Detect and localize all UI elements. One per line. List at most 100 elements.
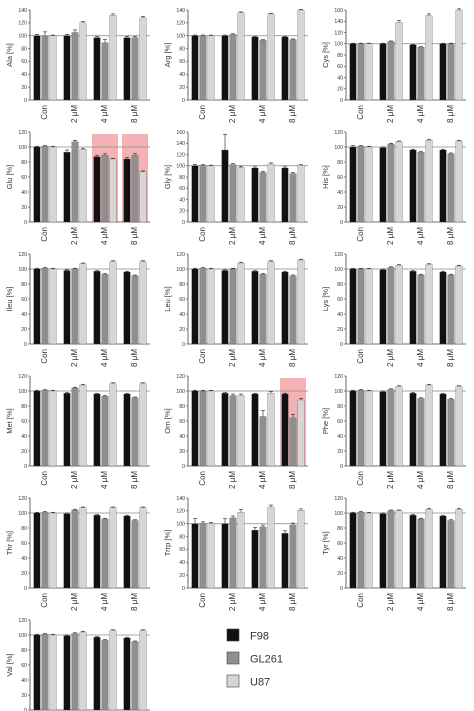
bar-f98-0 [191,390,199,467]
y-tick-label: 80 [179,282,185,288]
y-tick-label: 120 [334,252,343,258]
bar-gl261-0 [41,390,49,467]
bar-u87-1 [237,395,245,467]
y-tick-label: 20 [179,85,185,91]
y-tick-label: 120 [18,496,27,502]
bar-f98-3 [439,43,447,101]
bar-gl261-3 [447,399,455,467]
bar-gl261-3 [289,275,297,345]
x-tick-label: 8 μM [288,105,297,123]
bar-f98-1 [221,523,229,589]
y-tick-label: 20 [179,327,185,333]
y-tick-label: 60 [179,419,185,425]
bar-gl261-1 [229,517,237,589]
bar-gl261-3 [289,417,297,467]
x-tick-label: Con [198,471,207,486]
x-tick-label: 4 μM [100,471,109,489]
x-tick-label: 2 μM [386,349,395,367]
y-tick-label: 40 [179,197,185,203]
y-tick-label: 80 [337,160,343,166]
bar-u87-0 [49,268,57,345]
y-tick-label: 60 [21,663,27,669]
y-tick-label: 60 [179,186,185,192]
bar-f98-1 [379,269,387,345]
bar-u87-1 [79,149,87,223]
x-tick-label: 8 μM [446,105,455,123]
y-tick-label: 100 [334,267,343,273]
bar-f98-3 [439,515,447,589]
y-tick-label: 20 [21,693,27,699]
y-tick-label: 20 [337,571,343,577]
x-tick-label: Con [198,593,207,608]
y-tick-label: 80 [21,648,27,654]
y-tick-label: 120 [176,21,185,27]
y-axis-label: Trrp [%] [163,530,172,556]
bar-gl261-3 [131,641,139,711]
bar-gl261-1 [387,143,395,223]
y-axis-label: Gly [%] [163,165,172,189]
bar-gl261-0 [199,390,207,467]
bar-gl261-0 [199,35,207,101]
y-tick-label: 20 [337,205,343,211]
bar-f98-2 [251,36,259,101]
bar-f98-2 [409,44,417,101]
bar-f98-3 [123,515,131,589]
bar-gl261-2 [259,526,267,589]
bar-u87-3 [139,261,147,345]
y-tick-label: 120 [334,374,343,380]
bar-u87-0 [207,165,215,223]
bar-gl261-0 [357,146,365,223]
bar-gl261-2 [417,398,425,467]
bar-f98-3 [281,393,289,467]
bar-gl261-0 [357,390,365,467]
bar-f98-3 [123,637,131,711]
bar-f98-2 [93,156,101,223]
bar-u87-1 [395,141,403,223]
bar-gl261-0 [199,268,207,345]
bar-f98-3 [281,36,289,101]
y-tick-label: 80 [337,404,343,410]
bar-u87-3 [139,383,147,467]
y-tick-label: 40 [21,72,27,78]
y-axis-label: Phe [%] [321,408,330,434]
bar-f98-1 [379,147,387,223]
bar-u87-3 [297,259,305,345]
y-axis-label: His [%] [321,165,330,189]
y-tick-label: 20 [337,449,343,455]
bar-gl261-2 [417,518,425,589]
bar-f98-1 [379,391,387,467]
bar-gl261-3 [447,274,455,345]
bar-f98-2 [251,167,259,223]
bar-gl261-1 [387,389,395,467]
bar-gl261-1 [229,34,237,101]
y-tick-label: 40 [179,434,185,440]
y-tick-label: 100 [176,522,185,528]
bar-u87-3 [297,399,305,467]
bar-f98-0 [349,146,357,223]
y-tick-label: 160 [334,8,343,14]
bar-u87-0 [207,390,215,467]
x-tick-label: 4 μM [100,105,109,123]
y-tick-label: 100 [18,34,27,40]
bar-f98-1 [221,35,229,101]
chart-thr: 0 20 40 60 80 100 120 Thr [%] Con 2 μM 4 μM 8 μM [5,496,150,611]
bar-u87-1 [79,384,87,467]
bar-gl261-2 [259,274,267,345]
y-tick-label: 0 [340,98,343,104]
y-tick-label: 0 [340,342,343,348]
y-tick-label: 20 [21,449,27,455]
x-tick-label: Con [356,105,365,120]
y-tick-label: 40 [337,312,343,318]
y-tick-label: 120 [18,618,27,624]
y-tick-label: 40 [21,190,27,196]
y-tick-label: 100 [18,145,27,151]
x-tick-label: 8 μM [288,349,297,367]
y-tick-label: 100 [18,633,27,639]
x-tick-label: 8 μM [288,593,297,611]
bar-u87-3 [139,171,147,223]
bar-gl261-3 [447,43,455,101]
bar-u87-2 [267,261,275,345]
y-tick-label: 20 [21,327,27,333]
y-tick-label: 80 [337,53,343,59]
legend-label-gl261: GL261 [250,654,283,666]
